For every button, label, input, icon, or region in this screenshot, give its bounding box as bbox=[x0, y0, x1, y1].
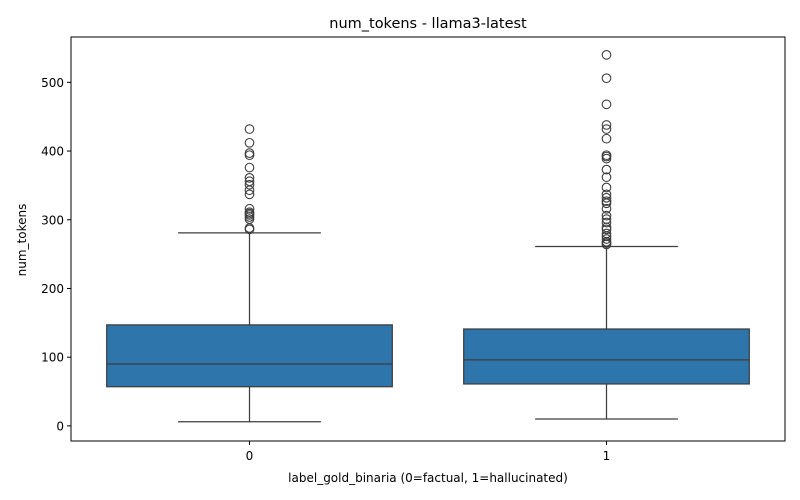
outlier-point bbox=[244, 173, 255, 183]
outlier-point bbox=[601, 50, 612, 60]
iqr-box bbox=[463, 328, 750, 385]
outlier-point bbox=[601, 192, 612, 203]
outlier-point bbox=[601, 150, 612, 161]
x-axis-label: label_gold_binaria (0=factual, 1=halluci… bbox=[288, 471, 568, 485]
box-group-0 bbox=[106, 124, 393, 423]
outlier-point bbox=[244, 148, 255, 158]
outlier-point bbox=[244, 137, 255, 148]
y-tick-label: 0 bbox=[56, 419, 64, 433]
outlier-point bbox=[601, 124, 612, 134]
outlier-point bbox=[244, 124, 255, 134]
outlier-point bbox=[601, 182, 612, 193]
y-tick-label: 100 bbox=[41, 351, 64, 365]
outlier-point bbox=[244, 189, 255, 200]
outlier-point bbox=[601, 189, 612, 200]
outlier-point bbox=[601, 210, 612, 221]
y-tick-label: 200 bbox=[41, 282, 64, 296]
outlier-point bbox=[601, 234, 612, 244]
plot-frame bbox=[70, 36, 786, 442]
outlier-point bbox=[601, 203, 612, 214]
outlier-point bbox=[601, 172, 612, 183]
outlier-point bbox=[244, 179, 255, 190]
outlier-point bbox=[601, 214, 612, 224]
iqr-box bbox=[106, 324, 393, 388]
x-tick-label: 1 bbox=[603, 449, 611, 463]
x-tick-label: 0 bbox=[246, 449, 254, 463]
outlier-point bbox=[601, 120, 612, 130]
outlier-point bbox=[244, 162, 255, 173]
outlier-point bbox=[601, 73, 612, 84]
outlier-point bbox=[601, 196, 612, 207]
outlier-point bbox=[601, 228, 612, 239]
y-tick-label: 400 bbox=[41, 145, 64, 159]
y-axis: 0 100 200 300 400 500 bbox=[41, 76, 71, 433]
outlier-point bbox=[601, 133, 612, 144]
chart-title: num_tokens - llama3-latest bbox=[329, 16, 527, 32]
y-tick-label: 500 bbox=[41, 76, 64, 90]
outlier-point bbox=[244, 207, 255, 218]
plot-area bbox=[106, 50, 750, 423]
box-group-1 bbox=[463, 50, 750, 420]
outlier-point bbox=[244, 176, 255, 187]
outlier-point bbox=[601, 99, 612, 110]
y-tick-label: 300 bbox=[41, 213, 64, 227]
outlier-point bbox=[601, 164, 612, 175]
outlier-point bbox=[244, 203, 255, 214]
outlier-point bbox=[601, 217, 612, 228]
y-axis-label: num_tokens bbox=[15, 204, 29, 277]
